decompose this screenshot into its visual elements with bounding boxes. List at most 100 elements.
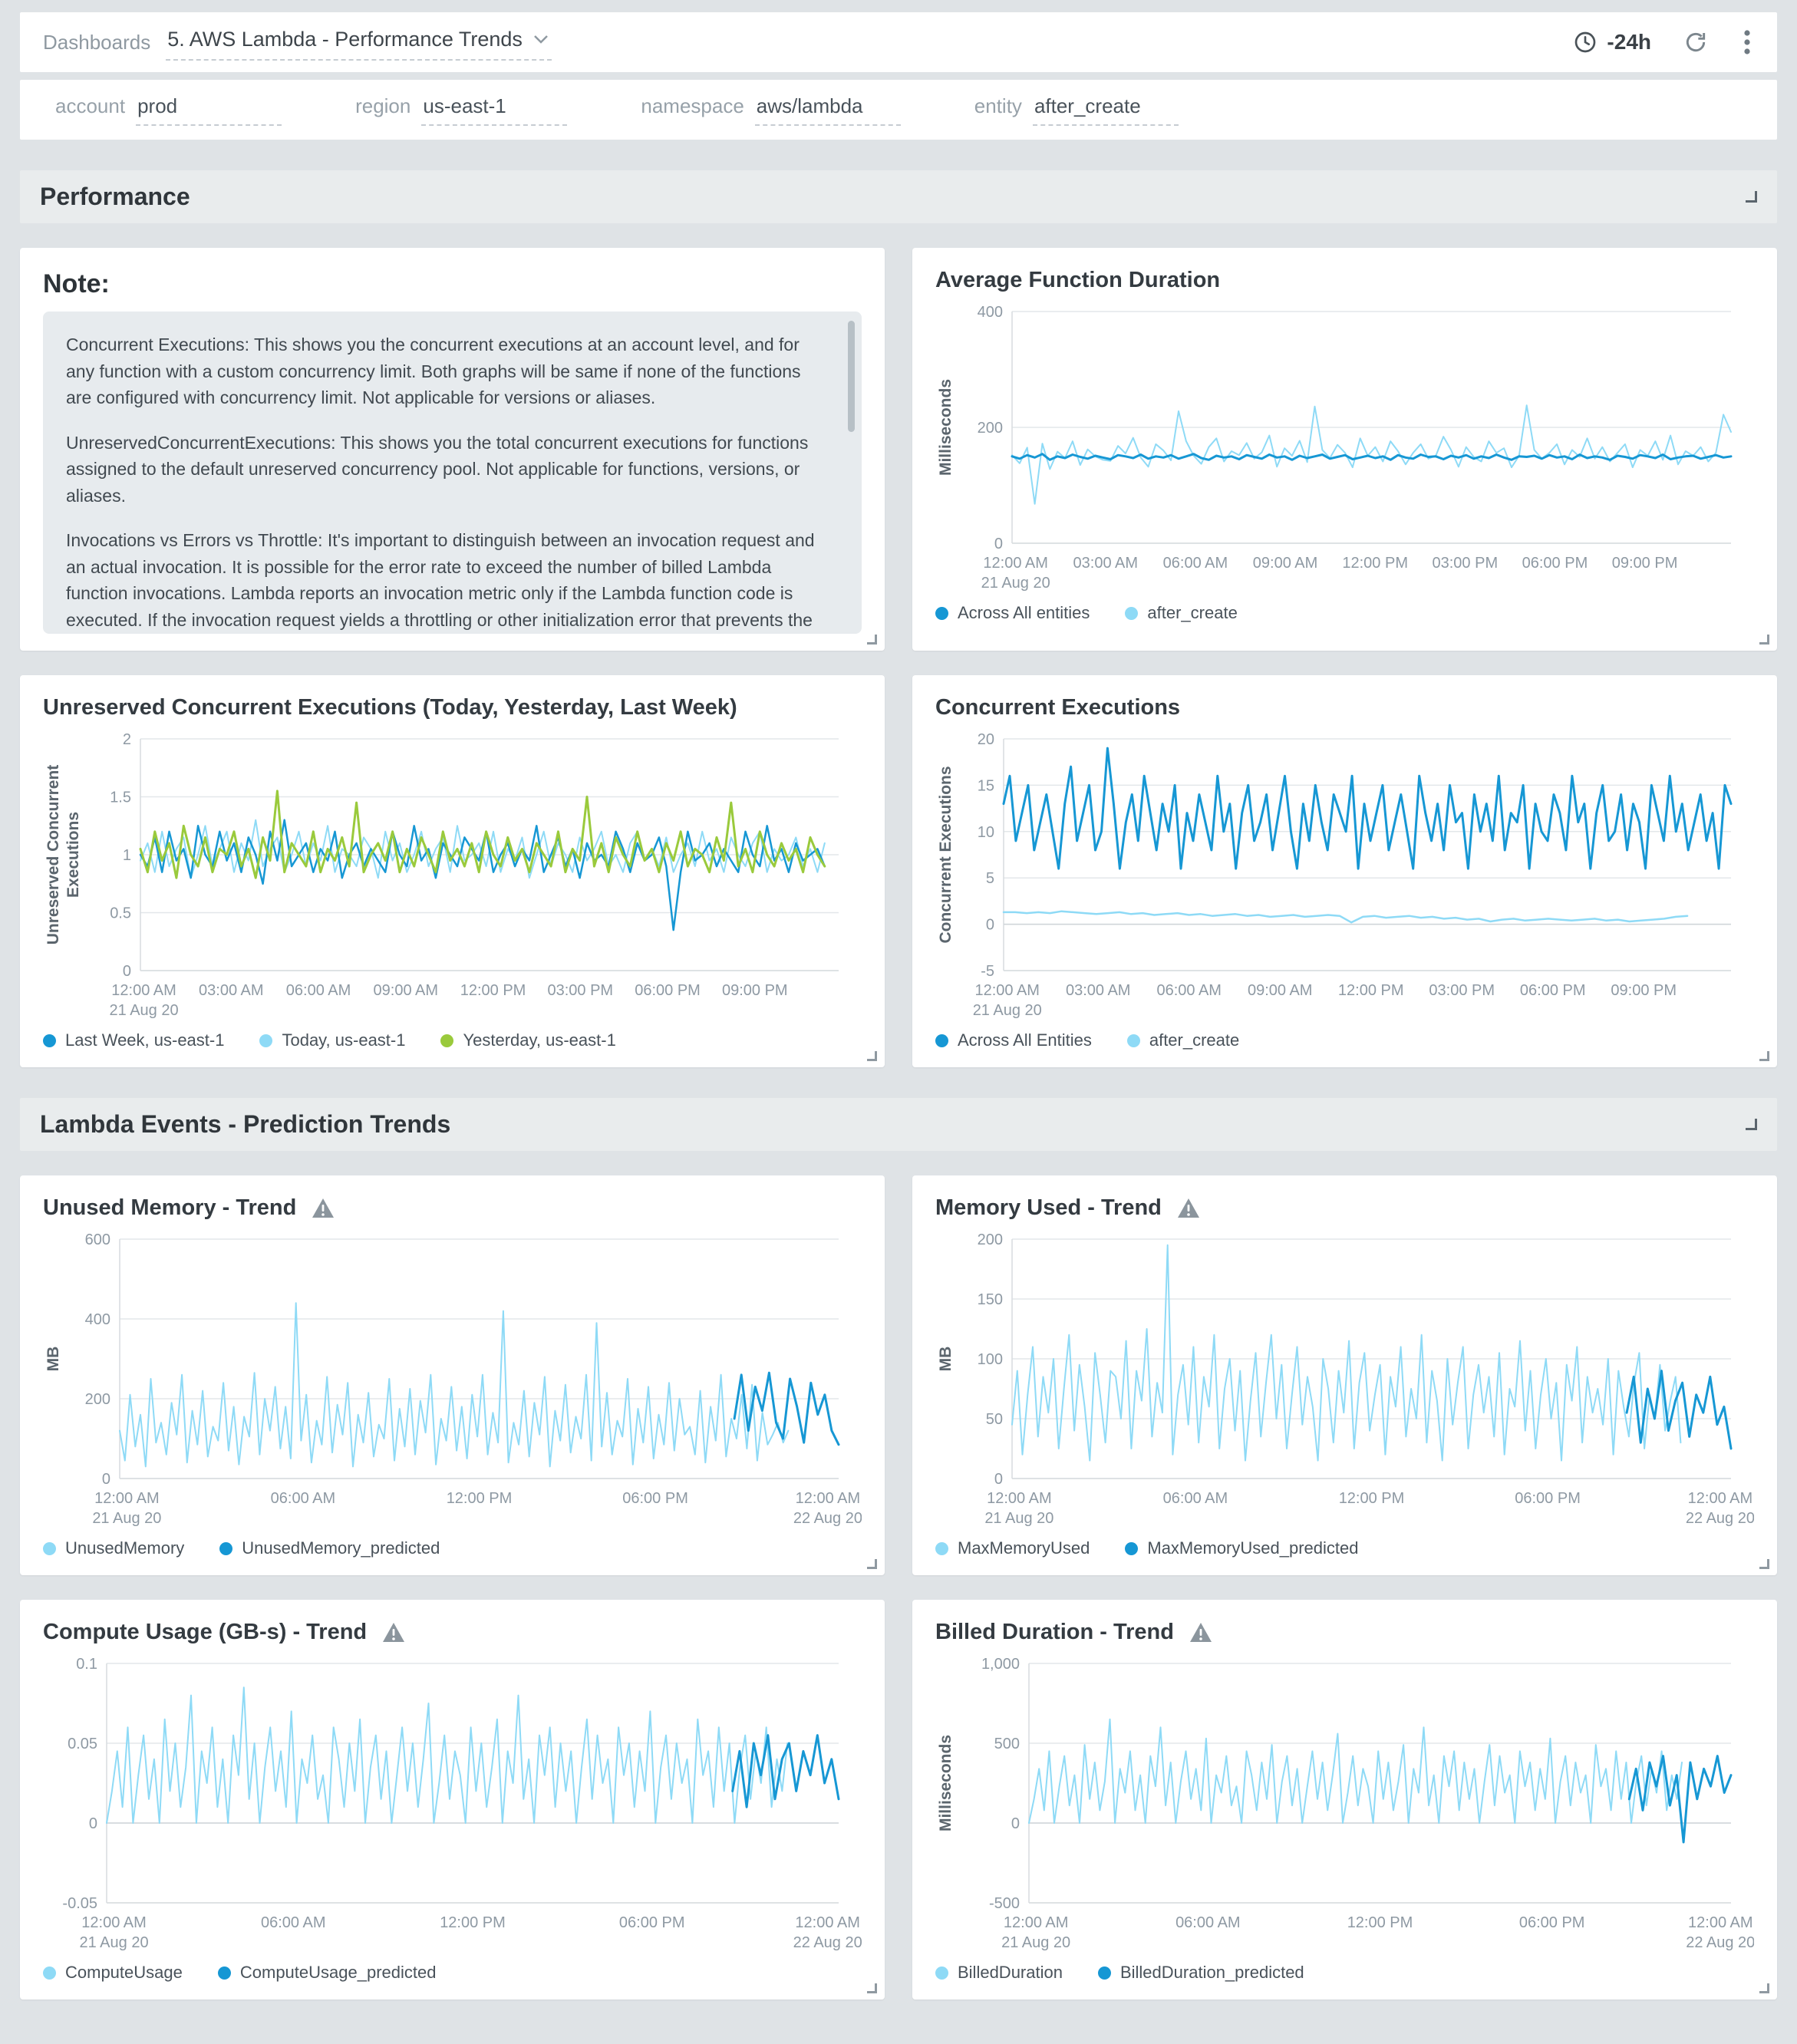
legend-item[interactable]: Last Week, us-east-1: [43, 1030, 224, 1050]
svg-text:12:00 PM: 12:00 PM: [460, 982, 526, 999]
svg-text:0: 0: [1011, 1815, 1020, 1832]
svg-text:0: 0: [994, 536, 1003, 552]
dashboard-title-dropdown[interactable]: 5. AWS Lambda - Performance Trends: [166, 25, 552, 61]
svg-text:0: 0: [89, 1815, 97, 1832]
section-prediction-header[interactable]: Lambda Events - Prediction Trends: [20, 1098, 1777, 1151]
legend-item[interactable]: ComputeUsage_predicted: [217, 1963, 437, 1983]
memory-used-chart[interactable]: 0 50 100 150 200 12:00 AM 21 Aug 20 06:00 AM 12:…: [935, 1228, 1755, 1528]
warning-icon[interactable]: [1177, 1198, 1200, 1218]
svg-text:10: 10: [978, 824, 994, 841]
section-performance-title: Performance: [40, 183, 190, 210]
svg-text:0: 0: [123, 963, 131, 980]
concurrent-executions-chart[interactable]: -5 0 5 10 15 20 12:00 AM 21 Aug 20 03:00 AM 06:00…: [935, 728, 1754, 1020]
legend-item[interactable]: Today, us-east-1: [259, 1030, 405, 1050]
legend-item[interactable]: ComputeUsage: [43, 1963, 183, 1983]
panel-resize-handle[interactable]: [1759, 1983, 1769, 1993]
unreserved-concurrent-panel: Unreserved Concurrent Executions (Today,…: [20, 675, 885, 1067]
panel-resize-handle[interactable]: [867, 635, 877, 645]
breadcrumb[interactable]: Dashboards: [43, 30, 151, 54]
svg-text:12:00 AM: 12:00 AM: [111, 982, 176, 999]
svg-text:06:00 PM: 06:00 PM: [619, 1914, 685, 1931]
legend-label: Last Week, us-east-1: [65, 1030, 225, 1050]
legend-item[interactable]: BilledDuration: [935, 1963, 1063, 1983]
section-performance-header[interactable]: Performance: [20, 170, 1777, 223]
svg-text:03:00 AM: 03:00 AM: [1073, 555, 1139, 572]
svg-text:12:00 PM: 12:00 PM: [1347, 1914, 1413, 1931]
collapse-icon[interactable]: [1746, 1119, 1757, 1130]
filter-entity-value[interactable]: after_create: [1032, 94, 1179, 126]
svg-text:50: 50: [986, 1411, 1003, 1428]
filter-region-value[interactable]: us-east-1: [421, 94, 568, 126]
filter-namespace-value[interactable]: aws/lambda: [754, 94, 901, 126]
legend-label: MaxMemoryUsed: [958, 1538, 1090, 1558]
legend-item[interactable]: MaxMemoryUsed: [935, 1538, 1090, 1558]
legend-dot: [935, 1966, 948, 1980]
legend-item[interactable]: Across All entities: [935, 603, 1090, 623]
legend-dot: [1125, 1541, 1139, 1555]
panel-resize-handle[interactable]: [867, 1559, 877, 1569]
filter-region: region us-east-1: [355, 94, 568, 126]
svg-text:06:00 AM: 06:00 AM: [286, 982, 351, 999]
legend-dot: [440, 1034, 454, 1047]
avg-function-duration-legend: Across All entities after_create: [935, 603, 1754, 623]
svg-text:Unreserved ConcurrentExecution: Unreserved Concurrent Executions: [45, 765, 82, 945]
svg-text:400: 400: [978, 304, 1003, 321]
legend-label: ComputeUsage: [65, 1963, 183, 1982]
svg-text:06:00 PM: 06:00 PM: [1520, 982, 1586, 999]
legend-item[interactable]: Yesterday, us-east-1: [440, 1030, 616, 1050]
avg-function-duration-chart[interactable]: 0 200 400 12:00 AM 21 Aug 20 03:00 AM 06:00 AM…: [935, 301, 1754, 592]
unused-memory-chart[interactable]: 0 200 400 600 12:00 AM 21 Aug 20 06:00 AM 12:00…: [43, 1228, 862, 1528]
legend-dot: [1126, 1034, 1140, 1047]
legend-label: Yesterday, us-east-1: [463, 1030, 616, 1050]
chevron-down-icon: [534, 35, 548, 44]
warning-icon[interactable]: [1189, 1622, 1212, 1643]
svg-text:06:00 PM: 06:00 PM: [622, 1490, 688, 1507]
panel-resize-handle[interactable]: [1759, 1559, 1769, 1569]
svg-text:06:00 AM: 06:00 AM: [1163, 1490, 1228, 1507]
warning-icon[interactable]: [382, 1622, 405, 1643]
svg-text:12:00 PM: 12:00 PM: [447, 1490, 513, 1507]
more-menu-button[interactable]: [1740, 25, 1754, 59]
warning-icon[interactable]: [312, 1198, 335, 1218]
legend-dot: [43, 1966, 56, 1980]
svg-text:12:00 AM: 12:00 AM: [987, 1490, 1052, 1507]
panel-resize-handle[interactable]: [867, 1983, 877, 1993]
billed-duration-title: Billed Duration - Trend: [935, 1620, 1174, 1644]
legend-item[interactable]: BilledDuration_predicted: [1097, 1963, 1304, 1983]
compute-usage-chart[interactable]: -0.05 0 0.05 0.1 12:00 AM 21 Aug 20 06:00 AM 12…: [43, 1653, 862, 1952]
panel-resize-handle[interactable]: [867, 1051, 877, 1061]
svg-text:400: 400: [85, 1311, 110, 1328]
legend-item[interactable]: UnusedMemory: [43, 1538, 184, 1558]
legend-dot: [1125, 606, 1139, 620]
top-bar-actions: -24h: [1573, 25, 1754, 59]
legend-item[interactable]: after_create: [1125, 603, 1238, 623]
legend-label: Today, us-east-1: [282, 1030, 406, 1050]
legend-item[interactable]: after_create: [1126, 1030, 1239, 1050]
svg-text:21 Aug 20: 21 Aug 20: [984, 1510, 1053, 1527]
svg-text:500: 500: [994, 1736, 1020, 1752]
time-range-value: -24h: [1607, 30, 1651, 54]
unreserved-concurrent-chart[interactable]: 0 0.5 1 1.5 2 12:00 AM 21 Aug 20 03:00 AM 06:00 …: [43, 728, 862, 1020]
svg-text:09:00 AM: 09:00 AM: [1253, 555, 1318, 572]
legend-item[interactable]: Across All Entities: [935, 1030, 1092, 1050]
legend-item[interactable]: MaxMemoryUsed_predicted: [1125, 1538, 1358, 1558]
refresh-button[interactable]: [1680, 27, 1711, 58]
note-text-box[interactable]: Concurrent Executions: This shows you th…: [43, 312, 862, 634]
legend-item[interactable]: UnusedMemory_predicted: [219, 1538, 440, 1558]
collapse-icon[interactable]: [1746, 191, 1757, 203]
svg-text:12:00 AM: 12:00 AM: [796, 1490, 861, 1507]
legend-label: ComputeUsage_predicted: [239, 1963, 437, 1982]
svg-text:150: 150: [978, 1291, 1003, 1308]
filter-account: account prod: [55, 94, 282, 126]
unreserved-concurrent-title: Unreserved Concurrent Executions (Today,…: [43, 695, 737, 720]
time-range-control[interactable]: -24h: [1573, 30, 1651, 54]
kebab-icon: [1744, 30, 1750, 54]
filter-account-value[interactable]: prod: [136, 94, 282, 126]
scrollbar-thumb[interactable]: [848, 321, 855, 432]
billed-duration-chart[interactable]: -500 0 500 1,000 12:00 AM 21 Aug 20 06:00 AM 12…: [935, 1653, 1755, 1952]
svg-text:06:00 PM: 06:00 PM: [1515, 1490, 1581, 1507]
legend-dot: [935, 1034, 948, 1047]
panel-resize-handle[interactable]: [1759, 1051, 1769, 1061]
panel-resize-handle[interactable]: [1759, 635, 1769, 645]
legend-label: Across All entities: [958, 603, 1090, 622]
